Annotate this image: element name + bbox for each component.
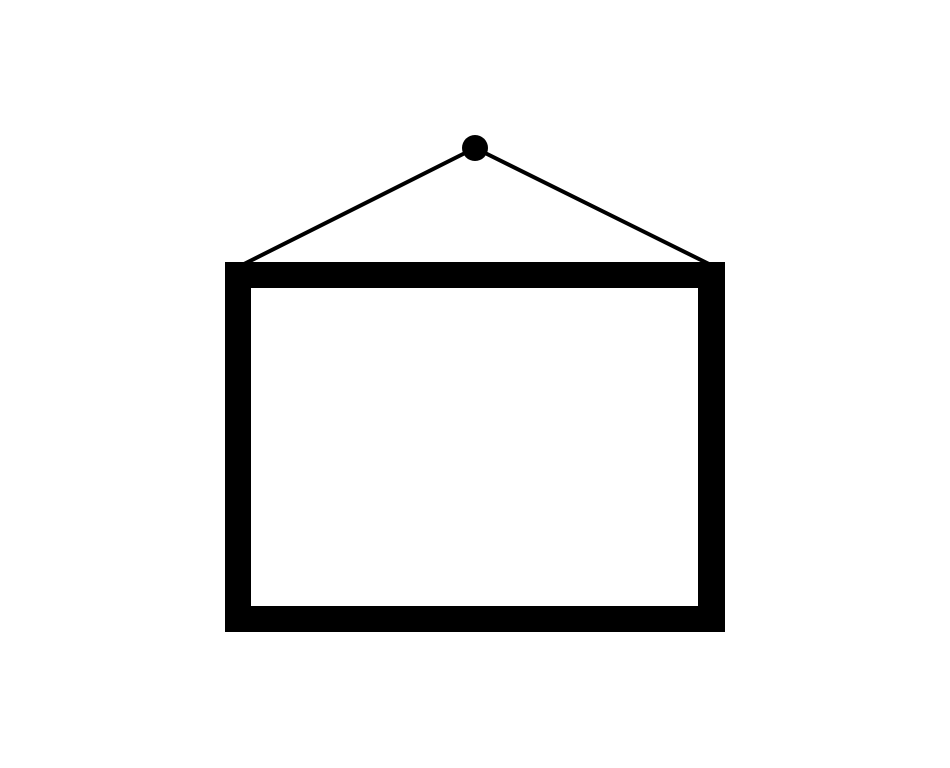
wire-right (473, 146, 711, 266)
nail-icon (462, 135, 488, 161)
frame-border (225, 262, 725, 632)
hanging-wire (242, 146, 711, 266)
wire-left (242, 146, 477, 266)
